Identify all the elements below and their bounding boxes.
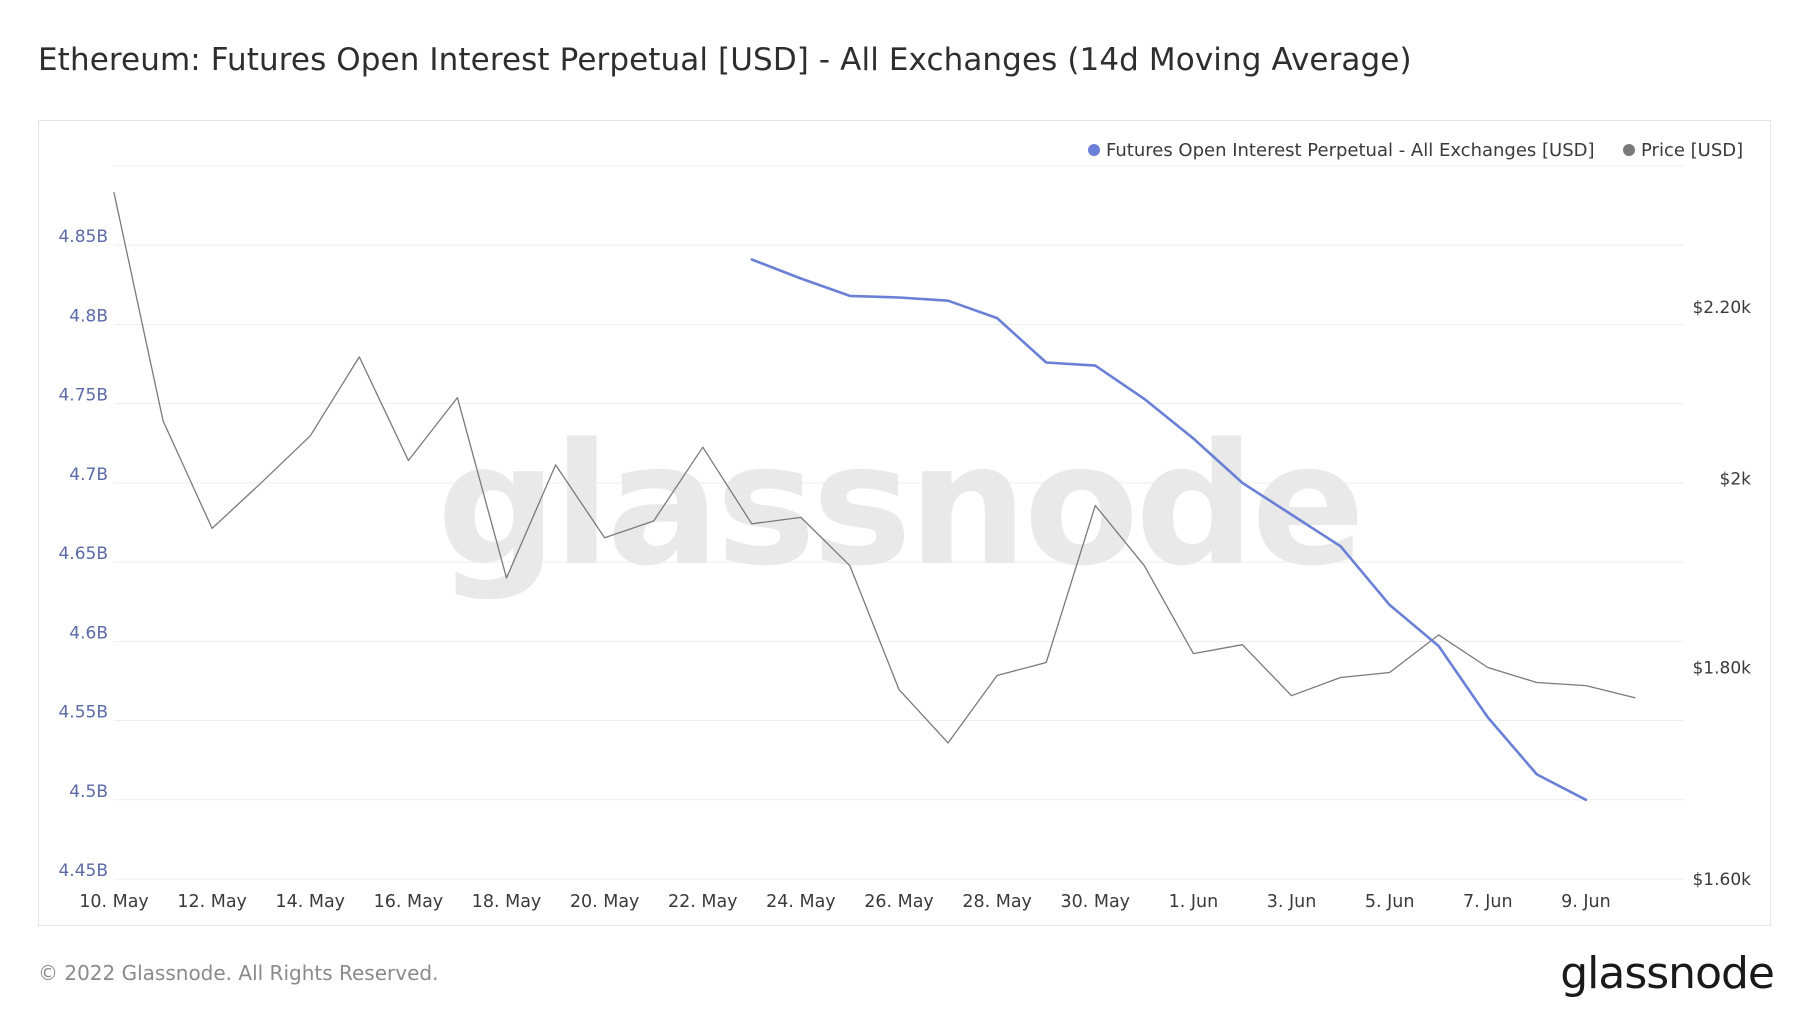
right-axis-tick-label: $2.20k: [1692, 298, 1751, 318]
x-axis-tick-label: 18. May: [472, 892, 542, 912]
x-axis-tick-label: 14. May: [275, 892, 345, 912]
left-axis-tick-label: 4.75B: [58, 386, 108, 406]
legend-open-interest-marker[interactable]: [1088, 144, 1100, 156]
chart-title: Ethereum: Futures Open Interest Perpetua…: [38, 42, 1412, 78]
right-axis-tick-label: $1.60k: [1692, 870, 1751, 890]
x-axis-tick-label: 26. May: [864, 892, 934, 912]
legend: Futures Open Interest Perpetual - All Ex…: [1088, 140, 1743, 161]
left-axis-tick-label: 4.6B: [69, 623, 108, 643]
left-axis-tick-label: 4.65B: [58, 544, 108, 564]
left-axis-tick-label: 4.8B: [69, 306, 108, 326]
x-axis-tick-label: 30. May: [1060, 892, 1130, 912]
price-line[interactable]: [113, 191, 1636, 744]
open-interest-series: [750, 258, 1588, 802]
left-axis-tick-label: 4.7B: [69, 465, 108, 485]
left-axis-tick-label: 4.5B: [69, 782, 108, 802]
legend-open-interest-label[interactable]: Futures Open Interest Perpetual - All Ex…: [1106, 140, 1595, 161]
watermark-logo: glassnode: [437, 407, 1361, 603]
x-axis-tick-label: 24. May: [766, 892, 836, 912]
legend-price-label[interactable]: Price [USD]: [1641, 140, 1743, 161]
chart-svg: glassnode 4.45B 4.5B 4.55B 4.6B 4.65B 4.7B 4.7…: [58, 140, 1751, 912]
right-axis: $1.60k $1.80k $2k $2.20k: [1692, 298, 1751, 890]
x-axis-tick-label: 10. May: [79, 892, 149, 912]
x-axis-tick-label: 16. May: [374, 892, 444, 912]
left-axis-tick-label: 4.85B: [58, 227, 108, 247]
x-axis-tick-label: 28. May: [962, 892, 1032, 912]
chart-frame: glassnode 4.45B 4.5B 4.55B 4.6B 4.65B 4.7B 4.7…: [38, 120, 1771, 926]
x-axis-tick-label: 3. Jun: [1267, 892, 1317, 912]
right-axis-tick-label: $2k: [1720, 469, 1752, 489]
x-axis-tick-label: 12. May: [177, 892, 247, 912]
legend-price-marker[interactable]: [1623, 144, 1635, 156]
x-axis-tick-label: 7. Jun: [1463, 892, 1513, 912]
footer-copyright: © 2022 Glassnode. All Rights Reserved.: [38, 961, 439, 985]
open-interest-line[interactable]: [750, 258, 1588, 802]
left-axis: 4.45B 4.5B 4.55B 4.6B 4.65B 4.7B 4.75B 4.8B 4.85…: [58, 227, 108, 881]
glassnode-logo[interactable]: glassnode: [1560, 948, 1775, 999]
x-axis-tick-label: 20. May: [570, 892, 640, 912]
left-axis-tick-label: 4.55B: [58, 703, 108, 723]
price-series: [113, 191, 1636, 744]
x-axis: 10. May 12. May 14. May 16. May 18. May 20. M…: [79, 892, 1610, 912]
x-axis-tick-label: 22. May: [668, 892, 738, 912]
x-axis-tick-label: 9. Jun: [1561, 892, 1611, 912]
x-axis-tick-label: 5. Jun: [1365, 892, 1415, 912]
right-axis-tick-label: $1.80k: [1692, 659, 1751, 679]
left-axis-tick-label: 4.45B: [58, 861, 108, 881]
x-axis-tick-label: 1. Jun: [1169, 892, 1219, 912]
grid-lines: [114, 165, 1684, 880]
